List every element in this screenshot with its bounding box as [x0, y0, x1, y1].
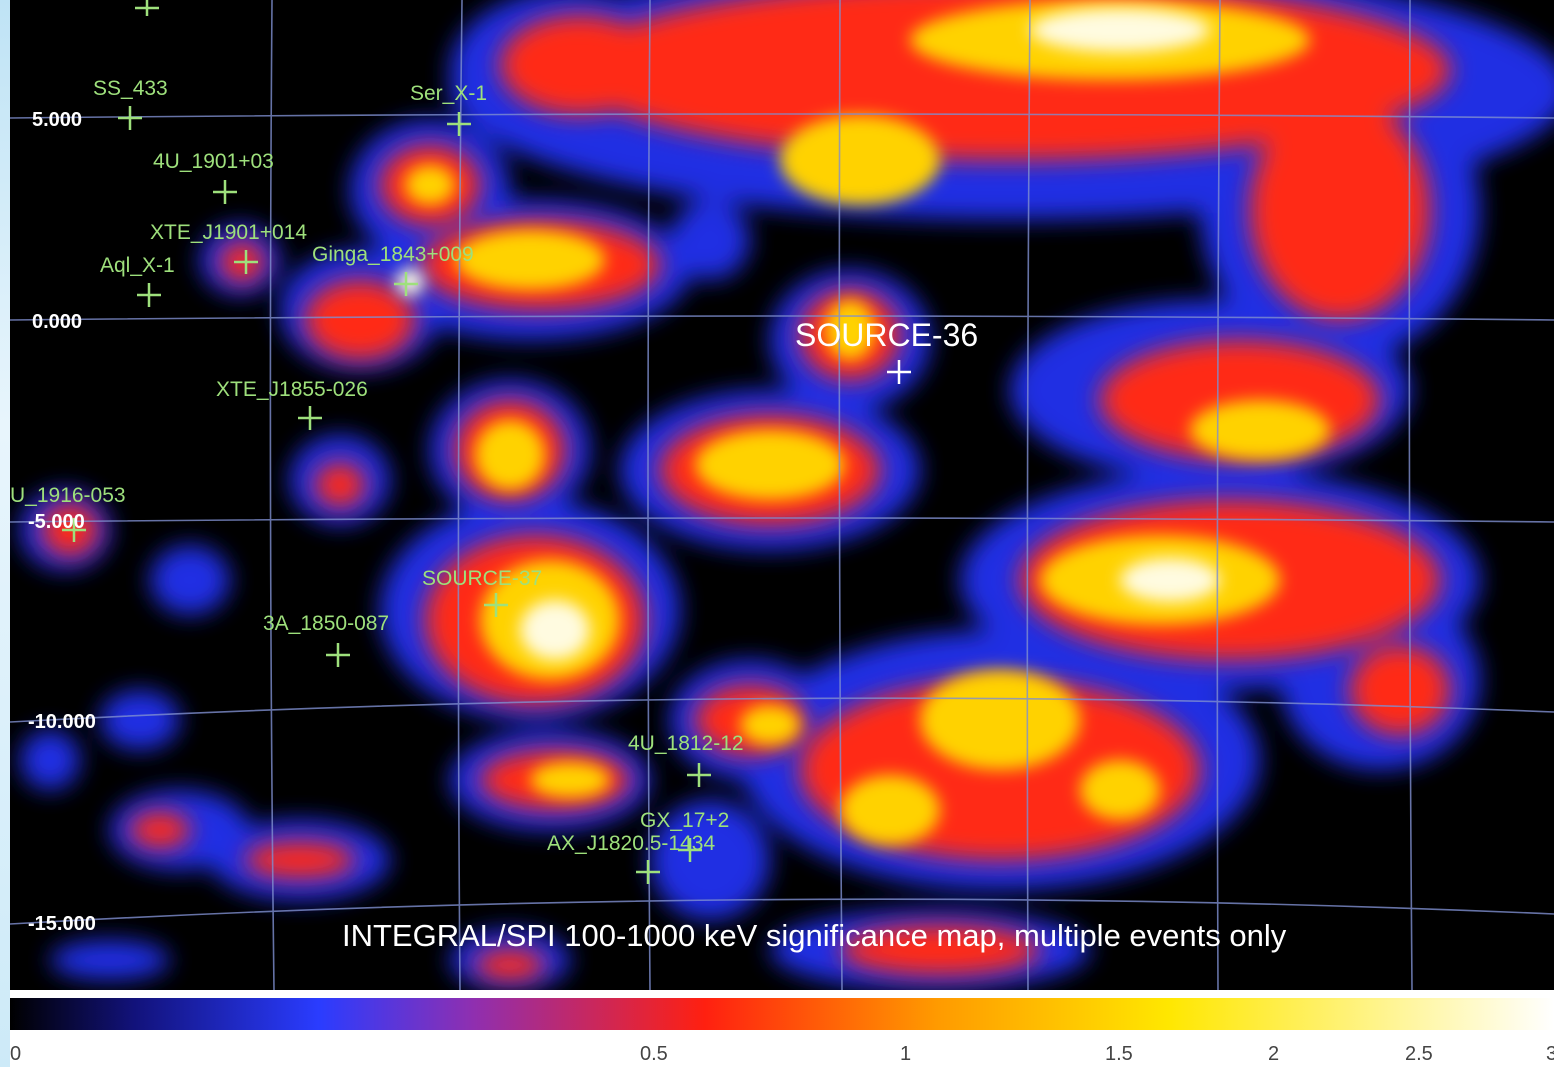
dec-label: 5.000: [32, 109, 82, 131]
source-label: Ser_X-1: [410, 82, 487, 105]
colorbar-tick-label: 0.5: [640, 1043, 668, 1065]
colorbar-tick-label: 1.5: [1105, 1043, 1133, 1065]
colorbar-ticks: 0 0.5 1 1.5 2 2.5 3: [10, 1043, 1554, 1065]
white-core-layer: [396, 8, 1220, 660]
map-title: INTEGRAL/SPI 100-1000 keV significance m…: [342, 918, 1287, 953]
colorbar-tick-label: 3: [1546, 1043, 1554, 1065]
source-label: GX_17+2: [640, 809, 729, 832]
left-edge-strip: [0, 0, 10, 1067]
colorbar-tick-label: 2.5: [1405, 1043, 1433, 1065]
declination-labels: 5.000 0.000 -5.000 -10.000 -15.000: [28, 109, 96, 935]
source-labels: SS_433 Ser_X-1 4U_1901+03 XTE_J1901+014 …: [10, 77, 978, 855]
colorbar-tick-label: 1: [900, 1043, 911, 1065]
source-label: XTE_J1901+014: [150, 221, 307, 244]
source-label: Aql_X-1: [100, 254, 175, 277]
source-label: 4U_1901+03: [153, 150, 274, 173]
colorbar-tick-label: 2: [1268, 1043, 1279, 1065]
source-label: U_1916-053: [10, 484, 126, 507]
source-label: Ginga_1843+009: [312, 243, 474, 266]
source-label: 3A_1850-087: [263, 612, 389, 635]
colorbar-gradient: [10, 998, 1554, 1030]
dec-label: -5.000: [28, 511, 85, 533]
colorbar-gap: [10, 990, 1554, 996]
significance-map: SS_433 Ser_X-1 4U_1901+03 XTE_J1901+014 …: [10, 0, 1554, 990]
source-label: 4U_1812-12: [628, 732, 744, 755]
source-label: SOURCE-37: [422, 567, 542, 590]
coordinate-grid: [10, 0, 1554, 990]
source-label: AX_J1820.5-1434: [547, 832, 715, 855]
dec-label: -10.000: [28, 711, 96, 733]
dec-label: 0.000: [32, 311, 82, 333]
colorbar: 0 0.5 1 1.5 2 2.5 3: [10, 990, 1554, 1065]
source-label: XTE_J1855-026: [216, 378, 368, 401]
colorbar-tick-label: 0: [10, 1043, 21, 1065]
source-label: SS_433: [93, 77, 168, 100]
dec-label: -15.000: [28, 913, 96, 935]
source-markers: [62, 0, 911, 884]
source-label-highlight: SOURCE-36: [795, 317, 978, 353]
